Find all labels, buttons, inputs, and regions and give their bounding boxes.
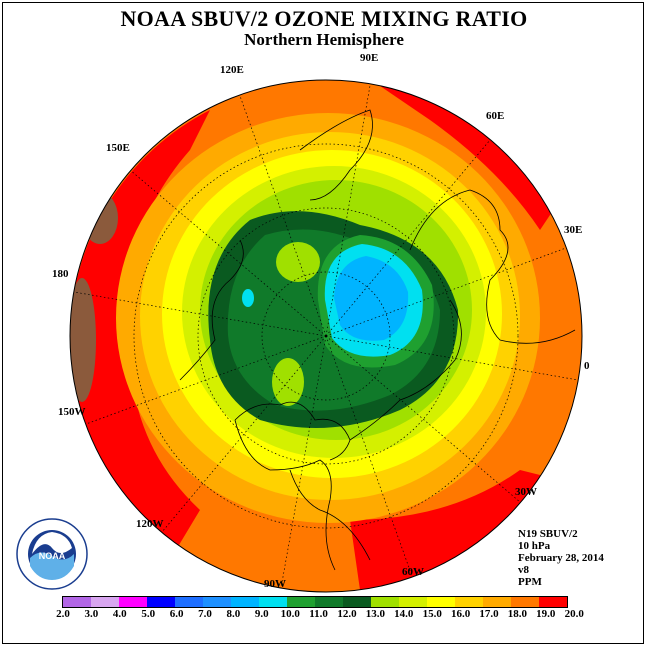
colorbar-tick-label: 6.0 <box>169 608 184 620</box>
colorbar-tick-label: 14.0 <box>394 608 414 620</box>
lon-label-120e: 120E <box>220 64 244 76</box>
colorbar-tick-label: 19.0 <box>536 608 556 620</box>
map-title: NOAA SBUV/2 OZONE MIXING RATIO <box>120 6 528 31</box>
colorbar-tick-label: 9.0 <box>254 608 269 620</box>
colorbar-tick-label: 3.0 <box>84 608 99 620</box>
colorbar-swatch <box>539 597 567 607</box>
lon-label-0: 0 <box>584 360 590 372</box>
colorbar-swatch <box>371 597 399 607</box>
colorbar-swatch <box>399 597 427 607</box>
colorbar-swatch <box>203 597 231 607</box>
colorbar-tick-label: 8.0 <box>226 608 241 620</box>
lon-label-90w: 90W <box>264 578 286 590</box>
colorbar-tick-label: 20.0 <box>564 608 584 620</box>
colorbar-swatch <box>511 597 539 607</box>
lon-label-150e: 150E <box>106 142 130 154</box>
colorbar-tick-label: 12.0 <box>337 608 357 620</box>
colorbar-swatch <box>315 597 343 607</box>
colorbar-labels: 2.0 3.0 4.0 5.0 6.0 7.0 8.0 9.0 10.0 11.0 12.0 13.0… <box>0 608 648 622</box>
colorbar-swatch <box>119 597 147 607</box>
product-info: N19 SBUV/2 10 hPa February 28, 2014 v8 P… <box>518 528 604 588</box>
info-units: PPM <box>518 576 542 588</box>
lon-label-30e: 30E <box>564 224 583 236</box>
colorbar-tick-label: 11.0 <box>309 608 328 620</box>
colorbar-swatch <box>91 597 119 607</box>
coastlines <box>179 109 576 571</box>
colorbar-swatch <box>287 597 315 607</box>
band-red-east <box>380 84 560 230</box>
info-version: v8 <box>518 564 529 576</box>
map-subtitle: Northern Hemisphere <box>244 30 404 49</box>
map-boundary <box>69 79 583 593</box>
band-13-patch-north <box>276 242 320 282</box>
meridians <box>73 80 579 589</box>
info-date: February 28, 2014 <box>518 552 604 564</box>
colorbar-tick-label: 7.0 <box>198 608 212 620</box>
lon-label-60e: 60E <box>486 110 505 122</box>
band-brown-patch-1 <box>82 192 118 244</box>
colorbar-swatch <box>231 597 259 607</box>
band-red-south <box>350 470 560 590</box>
colorbar-tick-label: 16.0 <box>450 608 471 620</box>
colorbar-swatch <box>483 597 511 607</box>
colorbar-swatch <box>175 597 203 607</box>
noaa-logo: NOAA <box>16 518 88 590</box>
lon-label-120w: 120W <box>136 518 164 530</box>
band-brown-patch-2 <box>70 278 96 402</box>
band-9-patch <box>242 289 254 307</box>
lon-label-90e: 90E <box>360 52 379 64</box>
colorbar-tick-label: 15.0 <box>422 608 442 620</box>
lon-label-150w: 150W <box>58 406 86 418</box>
colorbar-swatch <box>147 597 175 607</box>
colorbar-tick-label: 18.0 <box>507 608 528 620</box>
colorbar-swatch <box>63 597 91 607</box>
colorbar-swatch <box>455 597 483 607</box>
colorbar-tick-label: 17.0 <box>479 608 499 620</box>
info-satellite: N19 SBUV/2 <box>518 528 578 540</box>
colorbar-tick-label: 13.0 <box>365 608 386 620</box>
colorbar-swatch <box>343 597 371 607</box>
lon-label-60w: 60W <box>402 566 424 578</box>
latitude-circles <box>133 143 519 529</box>
colorbar-swatch <box>259 597 287 607</box>
info-level: 10 hPa <box>518 540 551 552</box>
colorbar-tick-label: 2.0 <box>56 608 70 620</box>
lon-label-180: 180 <box>52 268 69 280</box>
ozone-field <box>70 80 582 592</box>
colorbar-tick-label: 5.0 <box>141 608 156 620</box>
colorbar-swatch <box>427 597 455 607</box>
colorbar <box>62 596 568 608</box>
svg-text:NOAA: NOAA <box>39 551 66 561</box>
colorbar-tick-label: 4.0 <box>112 608 127 620</box>
lon-label-30w: 30W <box>515 486 537 498</box>
colorbar-tick-label: 10.0 <box>280 608 300 620</box>
band-13-patch <box>272 358 304 406</box>
band-8 <box>334 256 409 341</box>
